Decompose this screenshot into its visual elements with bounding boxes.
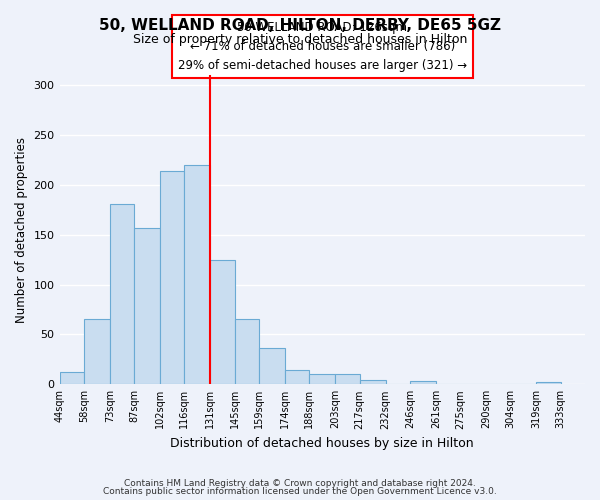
Bar [359,380,386,384]
Bar [211,260,235,384]
Bar [134,228,160,384]
Text: Contains public sector information licensed under the Open Government Licence v3: Contains public sector information licen… [103,487,497,496]
Bar [160,171,184,384]
Bar [184,165,211,384]
Bar [309,374,335,384]
Bar [110,204,134,384]
Bar [335,374,359,384]
Bar [410,382,436,384]
Bar [285,370,309,384]
Text: Contains HM Land Registry data © Crown copyright and database right 2024.: Contains HM Land Registry data © Crown c… [124,478,476,488]
Text: 50 WELLAND ROAD: 126sqm
← 71% of detached houses are smaller (786)
29% of semi-d: 50 WELLAND ROAD: 126sqm ← 71% of detache… [178,21,467,72]
Y-axis label: Number of detached properties: Number of detached properties [15,136,28,322]
X-axis label: Distribution of detached houses by size in Hilton: Distribution of detached houses by size … [170,437,474,450]
Bar [235,320,259,384]
Bar [59,372,84,384]
Bar [259,348,285,384]
Text: Size of property relative to detached houses in Hilton: Size of property relative to detached ho… [133,32,467,46]
Bar [536,382,561,384]
Bar [84,320,110,384]
Text: 50, WELLAND ROAD, HILTON, DERBY, DE65 5GZ: 50, WELLAND ROAD, HILTON, DERBY, DE65 5G… [99,18,501,32]
